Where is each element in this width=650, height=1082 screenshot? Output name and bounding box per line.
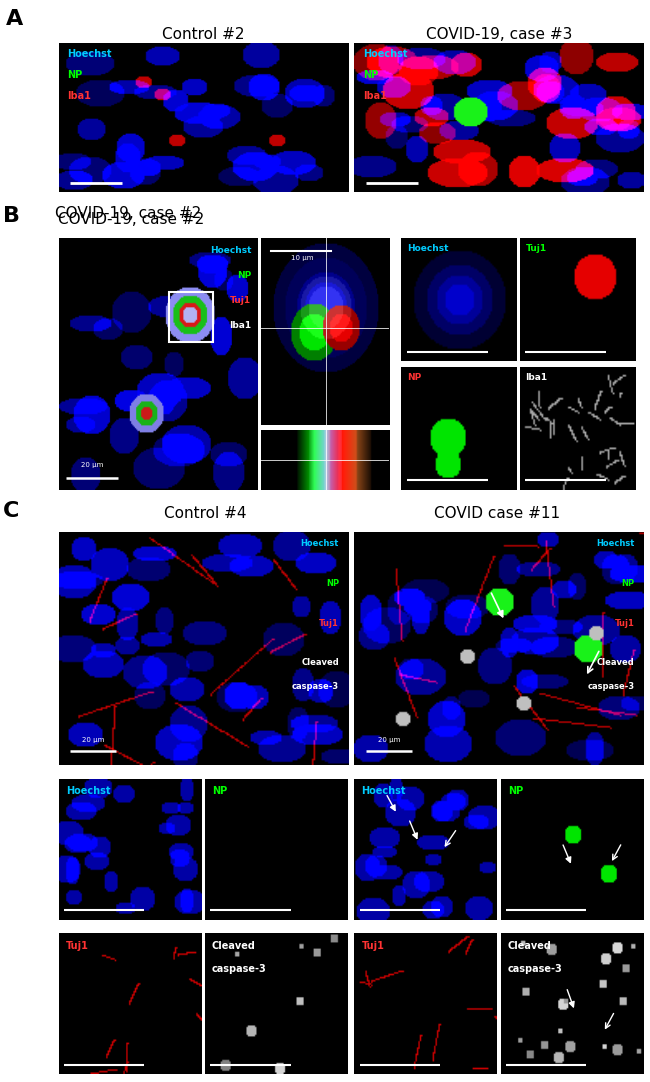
Text: Hoechst: Hoechst	[66, 786, 110, 796]
Text: NP: NP	[508, 786, 523, 796]
Text: caspase-3: caspase-3	[588, 682, 635, 690]
Text: Iba1: Iba1	[363, 91, 387, 101]
Text: Hoechst: Hoechst	[210, 246, 252, 254]
Text: caspase-3: caspase-3	[212, 964, 266, 975]
Title: COVID-19, case #3: COVID-19, case #3	[426, 27, 572, 42]
Text: Iba1: Iba1	[525, 373, 547, 382]
Text: Hoechst: Hoechst	[597, 539, 635, 549]
Text: NP: NP	[407, 373, 421, 382]
Text: Cleaved: Cleaved	[302, 658, 339, 668]
Text: Cleaved: Cleaved	[597, 658, 635, 668]
Bar	[168, 292, 213, 342]
Text: NP: NP	[237, 270, 252, 280]
Text: Tuj1: Tuj1	[230, 296, 252, 305]
Text: Hoechst: Hoechst	[301, 539, 339, 549]
Text: NP: NP	[67, 70, 83, 80]
Text: NP: NP	[212, 786, 227, 796]
Text: NP: NP	[363, 70, 378, 80]
Text: Tuj1: Tuj1	[319, 619, 339, 628]
Text: COVID-19, case #2: COVID-19, case #2	[58, 212, 205, 227]
Title: Control #2: Control #2	[162, 27, 244, 42]
Text: Hoechst: Hoechst	[363, 49, 408, 60]
Text: 20 µm: 20 µm	[81, 462, 103, 469]
Text: Iba1: Iba1	[67, 91, 91, 101]
Text: COVID case #11: COVID case #11	[434, 506, 560, 522]
Text: Iba1: Iba1	[229, 321, 252, 330]
Text: Control #4: Control #4	[164, 506, 246, 522]
Text: caspase-3: caspase-3	[508, 964, 562, 975]
Text: Tuj1: Tuj1	[525, 245, 547, 253]
Text: C: C	[3, 501, 20, 520]
Text: 10 µm: 10 µm	[291, 255, 313, 262]
Text: caspase-3: caspase-3	[292, 682, 339, 690]
Text: 20 µm: 20 µm	[378, 737, 400, 743]
Text: NP: NP	[621, 579, 635, 588]
Text: NP: NP	[326, 579, 339, 588]
Text: B: B	[3, 207, 20, 226]
Text: Hoechst: Hoechst	[361, 786, 406, 796]
Text: 20 µm: 20 µm	[82, 737, 105, 743]
Text: COVID-19, case #2: COVID-19, case #2	[55, 207, 201, 222]
Text: A: A	[6, 10, 23, 29]
Text: Cleaved: Cleaved	[508, 940, 551, 950]
Text: Cleaved: Cleaved	[212, 940, 256, 950]
Text: Hoechst: Hoechst	[67, 49, 112, 60]
Text: Tuj1: Tuj1	[66, 940, 88, 950]
Text: Tuj1: Tuj1	[361, 940, 384, 950]
Text: Hoechst: Hoechst	[407, 245, 448, 253]
Text: Tuj1: Tuj1	[615, 619, 635, 628]
